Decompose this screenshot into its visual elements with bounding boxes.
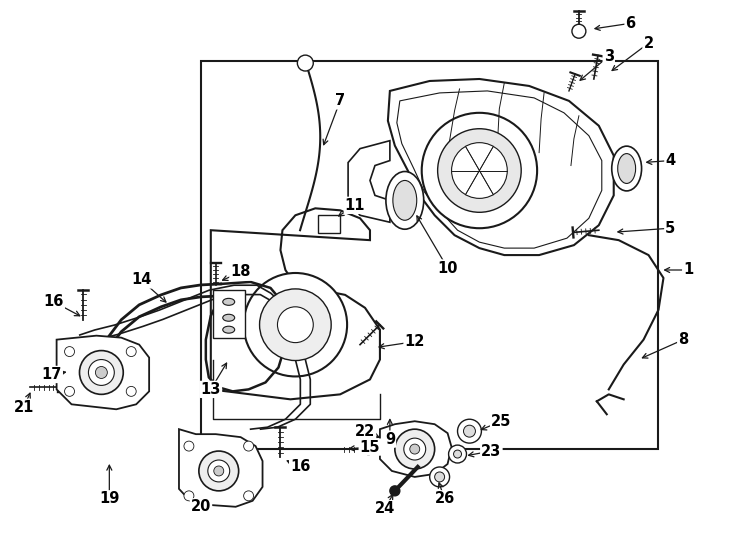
Circle shape <box>457 419 482 443</box>
Text: 7: 7 <box>335 93 345 109</box>
Bar <box>213 290 244 338</box>
Circle shape <box>126 347 137 356</box>
Circle shape <box>244 491 253 501</box>
Text: 3: 3 <box>603 49 614 64</box>
Circle shape <box>390 486 400 496</box>
Circle shape <box>422 113 537 228</box>
Circle shape <box>404 438 426 460</box>
Text: 24: 24 <box>375 501 395 516</box>
Polygon shape <box>179 429 263 507</box>
Polygon shape <box>388 79 614 255</box>
Bar <box>319 215 340 233</box>
Ellipse shape <box>393 180 417 220</box>
Polygon shape <box>348 140 390 222</box>
Circle shape <box>88 360 115 386</box>
Circle shape <box>65 387 75 396</box>
Circle shape <box>429 467 449 487</box>
Circle shape <box>244 441 253 451</box>
Ellipse shape <box>222 314 235 321</box>
Circle shape <box>184 441 194 451</box>
Circle shape <box>79 350 123 394</box>
Text: 1: 1 <box>683 262 694 278</box>
Bar <box>201 61 658 449</box>
Text: 16: 16 <box>43 294 64 309</box>
Ellipse shape <box>222 299 235 305</box>
Circle shape <box>244 273 347 376</box>
Circle shape <box>208 460 230 482</box>
Circle shape <box>297 55 313 71</box>
Circle shape <box>277 307 313 342</box>
Ellipse shape <box>611 146 642 191</box>
Circle shape <box>260 289 331 361</box>
Ellipse shape <box>222 326 235 333</box>
Polygon shape <box>57 336 149 409</box>
Text: 6: 6 <box>625 16 636 31</box>
Text: 2: 2 <box>644 36 653 51</box>
Text: 14: 14 <box>131 273 151 287</box>
Text: 5: 5 <box>665 221 675 236</box>
Circle shape <box>435 472 445 482</box>
Circle shape <box>126 387 137 396</box>
Text: 9: 9 <box>385 431 395 447</box>
Circle shape <box>448 445 467 463</box>
Text: 25: 25 <box>491 414 512 429</box>
Circle shape <box>199 451 239 491</box>
Text: 15: 15 <box>360 440 380 455</box>
Text: 20: 20 <box>191 500 211 514</box>
Text: 11: 11 <box>345 198 366 213</box>
Circle shape <box>410 444 420 454</box>
Text: 17: 17 <box>41 367 62 382</box>
Circle shape <box>454 450 462 458</box>
Text: 16: 16 <box>290 460 310 475</box>
Polygon shape <box>211 208 380 400</box>
Circle shape <box>95 367 107 379</box>
Text: 4: 4 <box>665 153 675 168</box>
Text: 22: 22 <box>355 424 375 438</box>
Circle shape <box>184 491 194 501</box>
Circle shape <box>572 24 586 38</box>
Text: 12: 12 <box>404 334 425 349</box>
Text: 13: 13 <box>200 382 221 397</box>
Text: 21: 21 <box>14 400 34 415</box>
Circle shape <box>214 466 224 476</box>
Text: 26: 26 <box>435 491 455 507</box>
Text: 18: 18 <box>230 265 251 280</box>
Ellipse shape <box>386 172 424 229</box>
Text: 8: 8 <box>678 332 688 347</box>
Circle shape <box>437 129 521 212</box>
Circle shape <box>451 143 507 198</box>
Circle shape <box>65 347 75 356</box>
Text: 23: 23 <box>482 443 501 458</box>
Text: 10: 10 <box>437 260 458 275</box>
Circle shape <box>463 425 476 437</box>
Text: 19: 19 <box>99 491 120 507</box>
Ellipse shape <box>618 153 636 184</box>
Circle shape <box>395 429 435 469</box>
Polygon shape <box>380 421 451 477</box>
